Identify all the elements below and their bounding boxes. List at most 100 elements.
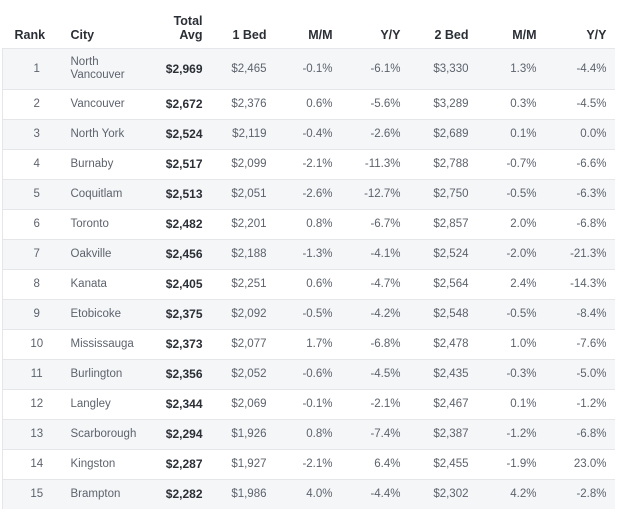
table-cell: 11	[3, 360, 61, 390]
table-cell: 0.6%	[275, 270, 341, 300]
column-header: Y/Y	[341, 4, 409, 49]
column-header: 2 Bed	[409, 4, 477, 49]
table-cell: $2,356	[145, 360, 211, 390]
table-cell: -0.5%	[477, 300, 545, 330]
table-cell: 1.3%	[477, 49, 545, 90]
table-cell: $2,524	[409, 240, 477, 270]
column-header: City	[61, 4, 145, 49]
table-cell: $2,287	[145, 450, 211, 480]
table-cell: Oakville	[61, 240, 145, 270]
table-cell: -0.6%	[275, 360, 341, 390]
table-cell: -0.1%	[275, 390, 341, 420]
table-cell: $2,302	[409, 480, 477, 509]
table-cell: -4.5%	[545, 90, 615, 120]
table-cell: -5.0%	[545, 360, 615, 390]
table-cell: Etobicoke	[61, 300, 145, 330]
table-cell: -2.6%	[341, 120, 409, 150]
table-cell: 0.1%	[477, 120, 545, 150]
table-cell: Burlington	[61, 360, 145, 390]
table-cell: Brampton	[61, 480, 145, 509]
column-header: 1 Bed	[211, 4, 275, 49]
table-cell: 14	[3, 450, 61, 480]
table-cell: Mississauga	[61, 330, 145, 360]
table-cell: $1,926	[211, 420, 275, 450]
table-cell: -1.9%	[477, 450, 545, 480]
table-cell: 0.0%	[545, 120, 615, 150]
table-cell: -2.0%	[477, 240, 545, 270]
table-cell: -4.7%	[341, 270, 409, 300]
table-cell: $2,750	[409, 180, 477, 210]
table-cell: Burnaby	[61, 150, 145, 180]
table-cell: -2.1%	[275, 450, 341, 480]
table-cell: $2,344	[145, 390, 211, 420]
table-cell: $2,375	[145, 300, 211, 330]
table-cell: $1,986	[211, 480, 275, 509]
table-cell: -6.3%	[545, 180, 615, 210]
table-cell: $2,467	[409, 390, 477, 420]
table-cell: $2,564	[409, 270, 477, 300]
table-cell: 5	[3, 180, 61, 210]
table-cell: -21.3%	[545, 240, 615, 270]
table-cell: -4.5%	[341, 360, 409, 390]
table-cell: $2,435	[409, 360, 477, 390]
column-header: M/M	[275, 4, 341, 49]
table-cell: -4.1%	[341, 240, 409, 270]
table-cell: $2,689	[409, 120, 477, 150]
table-cell: Langley	[61, 390, 145, 420]
column-header: M/M	[477, 4, 545, 49]
table-cell: 4	[3, 150, 61, 180]
table-cell: $2,969	[145, 49, 211, 90]
table-cell: $2,092	[211, 300, 275, 330]
table-cell: $2,051	[211, 180, 275, 210]
table-cell: 1.0%	[477, 330, 545, 360]
table-cell: -6.7%	[341, 210, 409, 240]
table-cell: $2,672	[145, 90, 211, 120]
table-cell: Vancouver	[61, 90, 145, 120]
table-cell: $2,099	[211, 150, 275, 180]
table-cell: -6.1%	[341, 49, 409, 90]
table-cell: 0.8%	[275, 420, 341, 450]
table-cell: 15	[3, 480, 61, 509]
table-cell: $2,857	[409, 210, 477, 240]
table-cell: $2,201	[211, 210, 275, 240]
table-cell: -0.7%	[477, 150, 545, 180]
table-cell: 2	[3, 90, 61, 120]
table-cell: Coquitlam	[61, 180, 145, 210]
table-cell: -4.4%	[341, 480, 409, 509]
table-cell: 2.0%	[477, 210, 545, 240]
table-cell: Scarborough	[61, 420, 145, 450]
table-cell: Toronto	[61, 210, 145, 240]
table-cell: 8	[3, 270, 61, 300]
table-cell: $2,465	[211, 49, 275, 90]
table-cell: -5.6%	[341, 90, 409, 120]
table-cell: -7.6%	[545, 330, 615, 360]
table-cell: North York	[61, 120, 145, 150]
table-cell: $2,376	[211, 90, 275, 120]
table-cell: 0.1%	[477, 390, 545, 420]
table-cell: $2,548	[409, 300, 477, 330]
table-cell: $2,373	[145, 330, 211, 360]
table-cell: $2,513	[145, 180, 211, 210]
table-cell: $2,482	[145, 210, 211, 240]
table-cell: 4.0%	[275, 480, 341, 509]
table-cell: $2,478	[409, 330, 477, 360]
column-header: Y/Y	[545, 4, 615, 49]
table-cell: $2,282	[145, 480, 211, 509]
table-cell: $2,052	[211, 360, 275, 390]
table-cell: $2,455	[409, 450, 477, 480]
table-cell: -8.4%	[545, 300, 615, 330]
table-cell: -0.1%	[275, 49, 341, 90]
